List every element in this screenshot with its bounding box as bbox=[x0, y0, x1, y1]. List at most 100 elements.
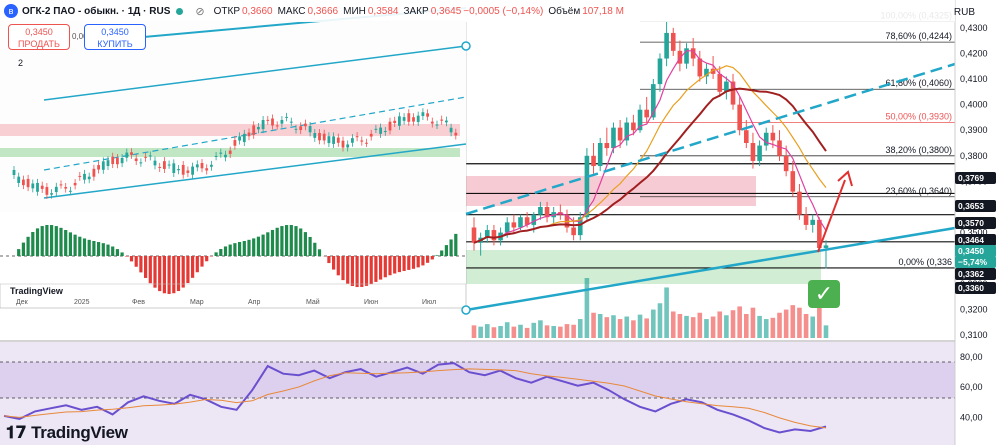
candle-body bbox=[710, 68, 716, 74]
volume-bar bbox=[717, 311, 723, 338]
volume-bar bbox=[637, 314, 643, 338]
candle-body bbox=[637, 109, 643, 131]
candle-body bbox=[631, 122, 636, 131]
inset-histogram-bar bbox=[411, 256, 416, 269]
price-tag: 0,3360 bbox=[955, 282, 996, 294]
inset-histogram-bar bbox=[219, 249, 223, 256]
inset-histogram-bar bbox=[355, 256, 359, 288]
inset-month-label: Июн bbox=[364, 299, 378, 306]
candle-body bbox=[657, 58, 663, 85]
inset-candle-body bbox=[416, 115, 420, 122]
volume-bar bbox=[644, 318, 649, 338]
inset-histogram-bar bbox=[242, 240, 246, 256]
inset-candle-body bbox=[172, 163, 176, 173]
inset-tradingview-logo: TradingView bbox=[10, 286, 63, 296]
inset-month-label: Мар bbox=[190, 299, 204, 306]
inset-histogram-bar bbox=[256, 236, 260, 256]
price-tick-label: 0,3200 bbox=[960, 304, 988, 314]
candle-body bbox=[757, 145, 762, 161]
tv-logo-mark-icon: 𝟏𝟳 bbox=[6, 423, 27, 442]
inset-histogram-bar bbox=[308, 236, 312, 256]
inset-candle-body bbox=[393, 120, 397, 124]
inset-histogram-bar bbox=[59, 227, 63, 256]
high-value: 0,3666 bbox=[307, 5, 339, 17]
inset-candle-body bbox=[101, 161, 105, 170]
long-trendline[interactable] bbox=[465, 226, 956, 312]
inset-candle-body bbox=[275, 125, 279, 127]
volume-bar bbox=[710, 316, 716, 338]
inset-candle-body bbox=[440, 119, 444, 121]
rsi-band bbox=[0, 362, 955, 398]
rsi-tick-label: 60,00 bbox=[960, 382, 983, 392]
inset-histogram-bar bbox=[233, 243, 237, 256]
inset-histogram-bar bbox=[191, 256, 195, 278]
inset-histogram-bar bbox=[238, 242, 242, 256]
sell-button[interactable]: 0,3450 ПРОДАТЬ bbox=[8, 24, 70, 50]
volume-bar bbox=[790, 305, 796, 338]
inset-candle-body bbox=[153, 160, 157, 166]
volume-bar bbox=[478, 326, 483, 338]
inset-candle-body bbox=[289, 121, 293, 123]
inset-histogram-bar bbox=[134, 256, 138, 267]
change-value: −0,0005 (−0,14%) bbox=[463, 5, 544, 17]
candle-body bbox=[684, 48, 689, 64]
volume-value: 107,18 M bbox=[582, 5, 624, 17]
checkmark-icon: ✓ bbox=[808, 280, 840, 308]
volume-bar bbox=[783, 309, 789, 338]
volume-bar bbox=[564, 324, 570, 338]
candle-body bbox=[518, 217, 523, 228]
candle-body bbox=[544, 207, 550, 218]
candle-body bbox=[524, 217, 530, 225]
inset-candle-body bbox=[17, 176, 21, 183]
currency-label[interactable]: RUB bbox=[953, 7, 975, 18]
volume-bar bbox=[471, 325, 477, 338]
inset-histogram-bar bbox=[252, 238, 256, 256]
volume-bar bbox=[750, 307, 756, 338]
inset-histogram-bar bbox=[299, 228, 303, 256]
candle-body bbox=[651, 84, 656, 118]
inset-candle-body bbox=[224, 154, 227, 158]
volume-bar bbox=[770, 317, 776, 338]
inset-candle-body bbox=[346, 144, 350, 148]
inset-candle-body bbox=[360, 140, 364, 142]
inset-sublabel: 2 bbox=[18, 58, 23, 68]
inset-histogram-bar bbox=[92, 241, 96, 256]
candle-body bbox=[704, 68, 709, 77]
inset-candle-body bbox=[83, 173, 86, 180]
inset-candle-body bbox=[374, 128, 378, 130]
inset-histogram-bar bbox=[313, 242, 317, 256]
inset-candle-body bbox=[238, 136, 241, 141]
symbol-title[interactable]: ОГК-2 ПАО - обыкн. · 1Д · RUS bbox=[22, 5, 171, 17]
inset-histogram-bar bbox=[35, 228, 40, 256]
candle-body bbox=[471, 227, 477, 243]
inset-histogram-bar bbox=[205, 256, 209, 262]
volume-bar bbox=[763, 319, 769, 338]
price-tag: 0,3464 bbox=[955, 234, 996, 246]
price-tick-label: 0,3500 bbox=[960, 228, 988, 238]
inset-candle-body bbox=[106, 160, 110, 167]
inset-candle-body bbox=[148, 155, 152, 157]
volume-bar bbox=[744, 314, 749, 338]
inset-histogram-bar bbox=[158, 256, 162, 292]
inset-candle-body bbox=[233, 140, 237, 146]
volume-bar bbox=[670, 311, 676, 338]
inset-candle-body bbox=[50, 193, 53, 195]
inset-histogram-bar bbox=[162, 256, 166, 294]
inset-candle-body bbox=[120, 157, 124, 164]
sell-price: 0,3450 bbox=[25, 27, 53, 37]
candle-body bbox=[644, 109, 649, 118]
buy-button[interactable]: 0,3450 КУПИТЬ bbox=[84, 24, 146, 50]
inset-candle-body bbox=[280, 119, 284, 124]
open-value: 0,3660 bbox=[242, 5, 273, 17]
visibility-icon[interactable]: ⊘ bbox=[195, 5, 205, 18]
inset-candle-body bbox=[388, 121, 392, 131]
inset-candle-body bbox=[210, 164, 213, 167]
price-tick-label: 0,4000 bbox=[960, 100, 988, 110]
volume-bar bbox=[498, 326, 503, 338]
inset-candle-body bbox=[332, 136, 335, 144]
candle-body bbox=[491, 230, 497, 241]
buy-label: КУПИТЬ bbox=[97, 39, 133, 49]
dashed-trendline[interactable] bbox=[465, 62, 956, 216]
tradingview-logo-text: TradingView bbox=[31, 423, 128, 442]
